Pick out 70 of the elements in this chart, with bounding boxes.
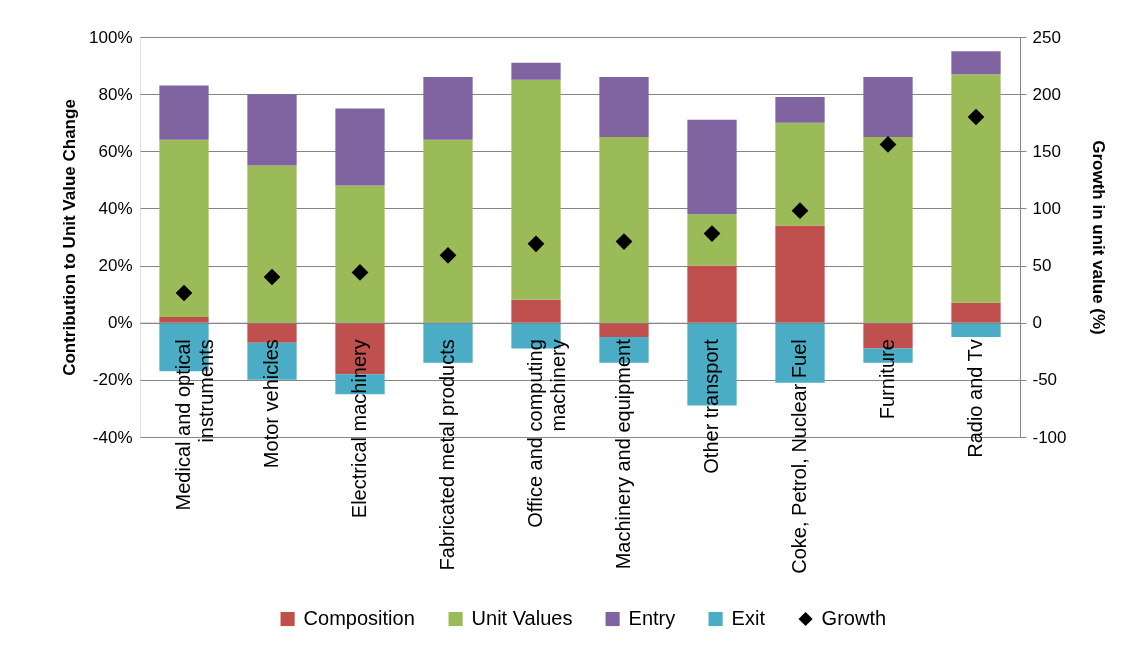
bar: [775, 122, 825, 226]
bar: [687, 214, 737, 266]
bar: [511, 79, 561, 300]
y2-tick-label: 250: [1032, 27, 1061, 47]
y-axis-title: Contribution to Unit Value Change: [60, 99, 80, 376]
bar: [951, 51, 1001, 75]
point: [351, 264, 369, 281]
bar: [247, 165, 297, 323]
point: [791, 202, 809, 220]
y-tick-label: 100%: [89, 27, 133, 47]
point: [439, 246, 457, 264]
y-tick-label: 0%: [107, 313, 133, 333]
x-tick-label: Motor vehicles: [260, 339, 282, 469]
legend-label: Unit Values: [471, 607, 573, 629]
bar: [687, 119, 737, 215]
point: [263, 268, 281, 286]
legend-label: Entry: [628, 607, 676, 629]
y2-tick-label: 150: [1032, 141, 1061, 161]
legend-label: Exit: [731, 607, 766, 629]
bar: [599, 77, 649, 137]
bar: [335, 185, 385, 323]
y-tick-label: 80%: [98, 84, 133, 104]
y2-tick-label: 200: [1032, 84, 1061, 104]
x-tick-label: Coke, Petrol, Nuclear Fuel: [788, 339, 810, 574]
point: [527, 235, 545, 253]
x-tick-label: Electrical machinery: [348, 339, 370, 519]
bar: [863, 77, 913, 137]
bar: [687, 265, 737, 323]
y-tick-label: 60%: [98, 141, 133, 161]
point: [967, 108, 985, 126]
bar: [599, 137, 649, 323]
bar: [423, 139, 473, 323]
bar: [775, 225, 825, 323]
bar: [511, 62, 561, 80]
bar: [335, 108, 385, 186]
x-tick-label: Office and computing machinery: [524, 339, 569, 528]
bar: [951, 322, 1001, 337]
y-tick-label: -20%: [92, 370, 133, 390]
y2-tick-label: -50: [1032, 370, 1058, 390]
y-tick-label: 20%: [98, 256, 133, 276]
bar: [511, 299, 561, 323]
bar: [863, 137, 913, 323]
y2-tick-label: -100: [1032, 427, 1067, 447]
legend-label: Composition: [303, 607, 415, 629]
bar: [599, 322, 649, 337]
bar: [159, 317, 209, 323]
legend-label: Growth: [821, 607, 887, 629]
y2-axis-title: Growth in unit value (%): [1088, 140, 1108, 335]
bar: [951, 302, 1001, 323]
bar: [159, 85, 209, 140]
x-tick-label: Machinery and equipment: [612, 338, 634, 570]
bar: [951, 74, 1001, 303]
bar: [775, 322, 825, 383]
y-tick-label: -40%: [92, 427, 133, 447]
point: [615, 233, 633, 250]
y2-tick-label: 50: [1032, 256, 1052, 276]
y2-tick-label: 100: [1032, 198, 1061, 218]
y-tick-label: 40%: [98, 198, 133, 218]
x-tick-label: Other transport: [700, 338, 722, 474]
point: [175, 284, 193, 302]
x-tick-label: Fabricated metal products: [436, 339, 458, 571]
bar: [775, 97, 825, 123]
bar: [423, 77, 473, 140]
point: [879, 136, 897, 153]
x-tick-label: Radio and Tv: [964, 339, 986, 458]
x-tick-label: Medical and optical instruments: [172, 339, 217, 511]
y2-tick-label: 0: [1032, 313, 1042, 333]
x-tick-label: Furniture: [876, 339, 898, 420]
bar: [159, 139, 209, 317]
bar: [247, 94, 297, 166]
